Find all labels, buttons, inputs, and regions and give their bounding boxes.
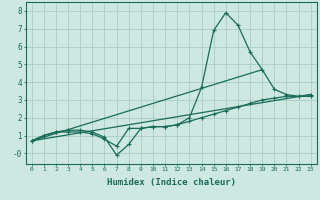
X-axis label: Humidex (Indice chaleur): Humidex (Indice chaleur) bbox=[107, 178, 236, 187]
